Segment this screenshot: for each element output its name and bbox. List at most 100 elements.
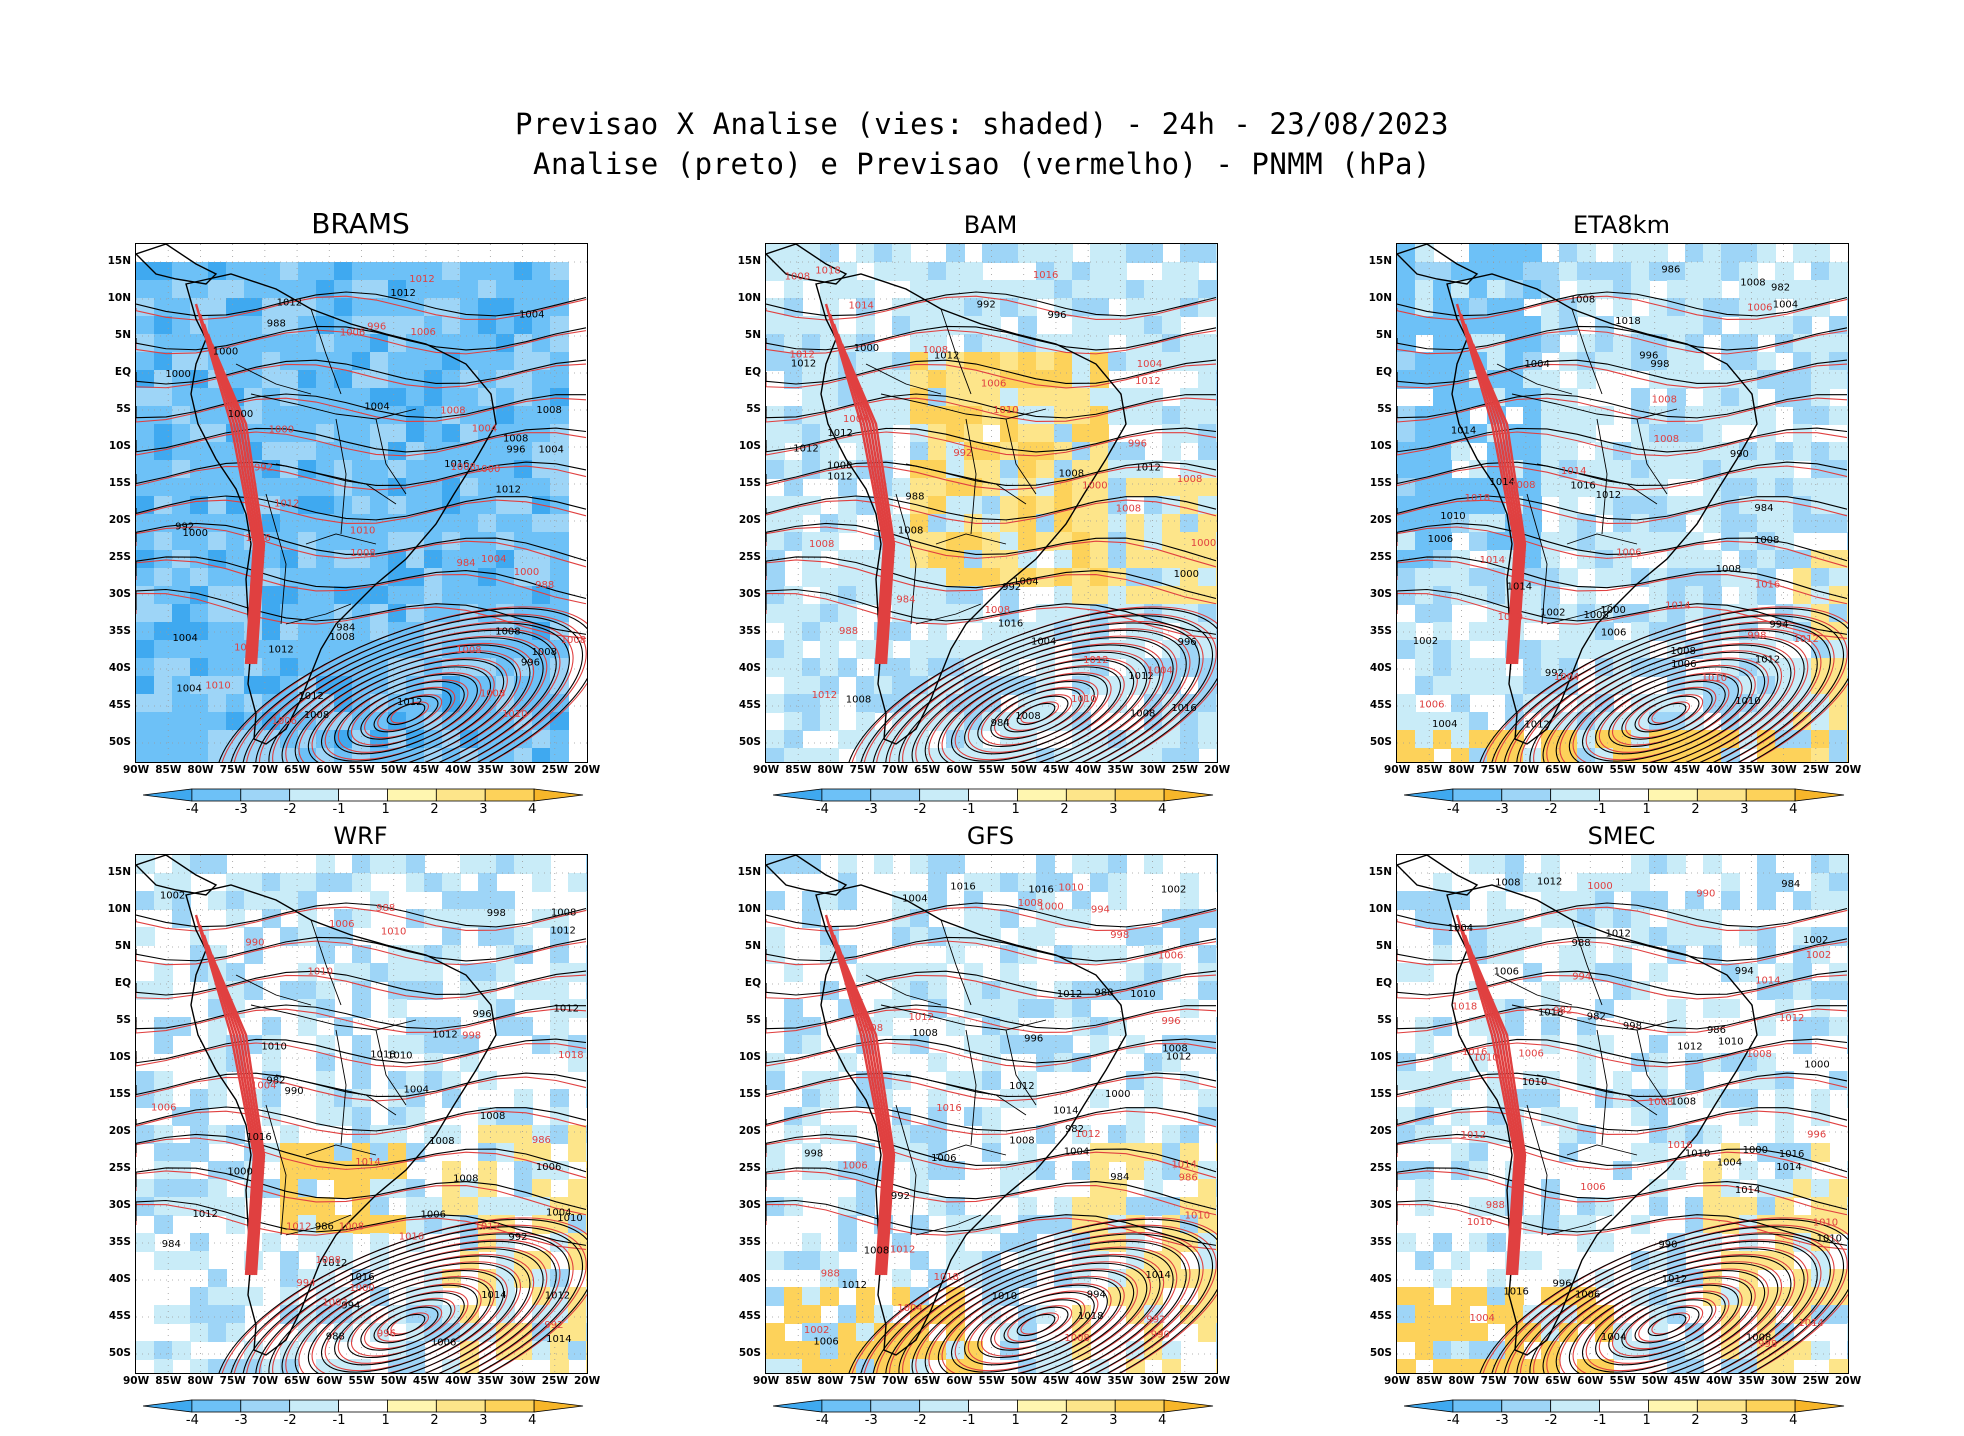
forecast-label-gfs: 986 (1179, 1172, 1198, 1183)
lon-label: 85W (1416, 1375, 1443, 1387)
analysis-label-smec: 1018 (1538, 1007, 1563, 1018)
analysis-label-wrf: 1008 (480, 1111, 505, 1122)
analysis-label-bam: 1008 (846, 695, 871, 706)
forecast-label-bam: 1008 (923, 345, 948, 356)
analysis-label-eta8km: 1008 (1670, 646, 1695, 657)
lat-label: 15S (1369, 1088, 1392, 1100)
colorbar-tick-label: -2 (913, 802, 927, 817)
forecast-label-eta8km: 1008 (1652, 394, 1677, 405)
lat-label: 10S (108, 1051, 131, 1063)
colorbar-tick-label: -1 (1593, 802, 1607, 817)
analysis-label-smec: 1012 (1605, 929, 1630, 940)
analysis-label-eta8km: 1004 (1432, 719, 1457, 730)
colorbar-tick-label: 4 (1158, 802, 1167, 817)
lon-label: 20W (1204, 1375, 1231, 1387)
analysis-label-wrf: 982 (266, 1076, 285, 1087)
lon-label: 60W (316, 1375, 343, 1387)
lon-label: 40W (445, 764, 472, 776)
lat-label: 10S (738, 440, 761, 452)
lon-label: 55W (1609, 1375, 1636, 1387)
lon-label: 70W (1512, 1375, 1540, 1387)
analysis-label-gfs: 1016 (1028, 885, 1053, 896)
lon-label: 25W (1802, 764, 1829, 776)
map-wrf: 1006 1008 1008 1010 1012 1012 1012 1012 1008 1004… (135, 854, 588, 1374)
analysis-label-bam: 996 (1047, 310, 1066, 321)
analysis-label-eta8km: 1008 (1570, 294, 1595, 305)
forecast-label-wrf: 1010 (381, 926, 406, 937)
analysis-label-bam: 1000 (1174, 569, 1199, 580)
analysis-label-wrf: 1006 (421, 1209, 446, 1220)
andes-contours-bam (824, 303, 896, 665)
lon-label: 75W (219, 764, 246, 776)
panel-title-gfs: GFS (966, 822, 1015, 850)
analysis-label-brams: 1000 (183, 528, 208, 539)
lon-label: 70W (1512, 764, 1540, 776)
forecast-label-bam: 1000 (1082, 481, 1107, 492)
forecast-label-wrf: 1006 (329, 919, 354, 930)
map-canvas-bam: 1008100810121008101210081004100010081012… (766, 244, 1217, 762)
forecast-label-bam: 1008 (785, 272, 810, 283)
lat-label: 45S (108, 699, 131, 711)
forecast-label-eta8km: 998 (1747, 631, 1766, 642)
andes-contours-eta8km (1455, 303, 1527, 665)
analysis-label-bam: 1008 (1015, 711, 1040, 722)
analysis-label-brams: 1012 (268, 644, 293, 655)
forecast-label-eta8km: 1014 (1665, 601, 1690, 612)
lon-label: 80W (187, 764, 214, 776)
forecast-label-brams: 1008 (440, 406, 465, 417)
lon-label: 45W (412, 1375, 440, 1387)
lat-label: EQ (114, 366, 131, 378)
lon-label: 45W (412, 764, 440, 776)
figure-title-line1: Previsao X Analise (vies: shaded) - 24h … (515, 107, 1449, 141)
colorbar-tick-label: -1 (962, 1413, 976, 1428)
analysis-label-eta8km: 1014 (1490, 477, 1515, 488)
analysis-label-brams: 1008 (329, 632, 354, 643)
forecast-label-eta8km: 1004 (1554, 672, 1579, 683)
lon-label: 35W (1107, 1375, 1134, 1387)
lat-label: 35S (1369, 625, 1392, 637)
analysis-label-eta8km: 1016 (1570, 481, 1595, 492)
colorbar-tick-label: -4 (185, 802, 199, 817)
analysis-label-bam: 1012 (1135, 462, 1160, 473)
map-bam: 1008 1008 1012 1008 1012 1008 1004 1000 1008 1012… (765, 243, 1218, 763)
lon-label: 80W (1448, 1375, 1475, 1387)
analysis-label-smec: 1010 (1522, 1077, 1547, 1088)
forecast-label-bam: 1008 (809, 539, 834, 550)
forecast-label-gfs: 1016 (936, 1103, 961, 1114)
lat-label: 5S (746, 1014, 761, 1026)
map-canvas-eta8km: 1008 1008 1008 1008 1006 1012 1012 1010 1008 1006… (1397, 244, 1848, 762)
analysis-label-smec: 1008 (1671, 1096, 1696, 1107)
analysis-label-eta8km: 1006 (1601, 627, 1626, 638)
analysis-label-gfs: 1004 (902, 894, 927, 905)
lat-label: 5N (1375, 329, 1392, 341)
analysis-label-gfs: 1010 (992, 1291, 1017, 1302)
analysis-label-gfs: 1010 (1130, 989, 1155, 1000)
lon-label: 30W (1770, 764, 1797, 776)
forecast-label-gfs: 1000 (1038, 901, 1063, 912)
analysis-label-eta8km: 1008 (1754, 535, 1779, 546)
forecast-label-wrf: 1012 (474, 1221, 499, 1232)
panel-title-eta8km: ETA8km (1573, 211, 1670, 239)
analysis-label-smec: 1006 (1494, 967, 1519, 978)
analysis-label-wrf: 1012 (432, 1030, 457, 1041)
analysis-label-smec: 986 (1707, 1025, 1726, 1036)
analysis-label-smec: 1014 (1735, 1185, 1760, 1196)
analysis-label-brams: 1000 (213, 347, 238, 358)
forecast-label-wrf: 1002 (322, 1297, 347, 1308)
forecast-label-bam: 1008 (985, 605, 1010, 616)
lon-label: 35W (477, 764, 504, 776)
lon-label: 65W (914, 1375, 941, 1387)
lon-label: 60W (946, 764, 973, 776)
analysis-label-eta8km: 1014 (1507, 581, 1532, 592)
analysis-label-bam: 1012 (1128, 671, 1153, 682)
colorbar-tick-label: 2 (1691, 802, 1700, 817)
lat-label: 15N (107, 866, 131, 878)
lon-label: 20W (574, 764, 601, 776)
analysis-label-wrf: 1010 (557, 1213, 582, 1224)
analysis-label-eta8km: 984 (1754, 503, 1773, 514)
analysis-label-brams: 1004 (364, 402, 389, 413)
analysis-label-wrf: 1000 (227, 1166, 252, 1177)
forecast-label-bam: 1018 (815, 265, 840, 276)
analysis-label-gfs: 1008 (1009, 1136, 1034, 1147)
analysis-label-smec: 1012 (1677, 1041, 1702, 1052)
